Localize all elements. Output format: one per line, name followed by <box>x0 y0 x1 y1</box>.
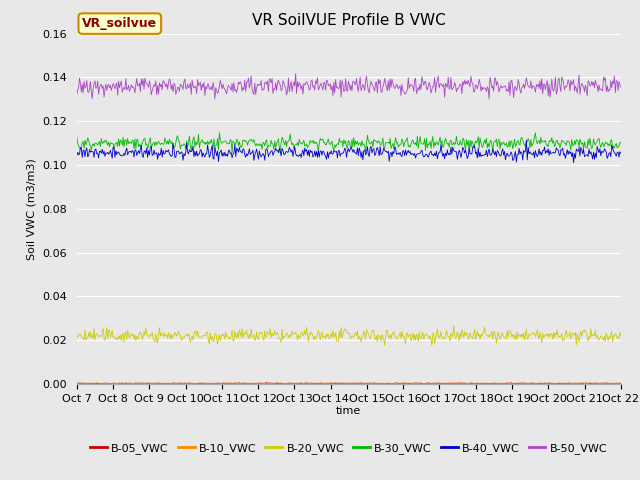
B-40_VWC <box>394 151 401 156</box>
B-20_VWC <box>428 343 436 348</box>
Line: B-05_VWC: B-05_VWC <box>77 383 621 384</box>
B-10_VWC <box>213 381 221 386</box>
B-40_VWC <box>570 160 577 166</box>
B-40_VWC <box>73 153 81 158</box>
B-05_VWC <box>617 380 625 386</box>
B-50_VWC <box>617 84 625 90</box>
B-20_VWC <box>319 335 327 341</box>
B-05_VWC <box>73 380 81 386</box>
X-axis label: time: time <box>336 407 362 417</box>
B-50_VWC <box>485 96 493 102</box>
Line: B-40_VWC: B-40_VWC <box>77 140 621 163</box>
B-05_VWC <box>213 380 221 386</box>
B-10_VWC <box>320 381 328 386</box>
B-40_VWC <box>213 153 221 159</box>
B-40_VWC <box>483 147 490 153</box>
B-50_VWC <box>292 71 300 76</box>
B-50_VWC <box>169 89 177 95</box>
B-10_VWC <box>214 380 221 385</box>
B-20_VWC <box>394 336 401 341</box>
B-30_VWC <box>169 145 177 151</box>
B-40_VWC <box>617 151 625 156</box>
B-10_VWC <box>483 380 491 386</box>
B-30_VWC <box>396 142 403 148</box>
B-10_VWC <box>437 380 445 386</box>
B-05_VWC <box>484 380 492 386</box>
B-30_VWC <box>321 140 328 145</box>
B-30_VWC <box>438 138 445 144</box>
B-40_VWC <box>522 137 530 143</box>
Title: VR SoilVUE Profile B VWC: VR SoilVUE Profile B VWC <box>252 13 445 28</box>
B-50_VWC <box>320 79 328 85</box>
B-10_VWC <box>617 380 625 386</box>
B-50_VWC <box>483 84 491 90</box>
Legend: B-05_VWC, B-10_VWC, B-20_VWC, B-30_VWC, B-40_VWC, B-50_VWC: B-05_VWC, B-10_VWC, B-20_VWC, B-30_VWC, … <box>86 439 612 458</box>
B-50_VWC <box>437 81 445 86</box>
B-30_VWC <box>276 150 284 156</box>
B-30_VWC <box>213 142 221 148</box>
B-20_VWC <box>213 335 221 341</box>
B-40_VWC <box>436 149 444 155</box>
B-20_VWC <box>484 334 492 340</box>
B-20_VWC <box>450 323 458 328</box>
B-40_VWC <box>169 140 177 146</box>
B-05_VWC <box>321 381 328 386</box>
B-05_VWC <box>311 381 319 387</box>
B-05_VWC <box>169 380 177 386</box>
Y-axis label: Soil VWC (m3/m3): Soil VWC (m3/m3) <box>27 158 36 260</box>
Line: B-50_VWC: B-50_VWC <box>77 73 621 99</box>
B-10_VWC <box>73 380 81 386</box>
B-05_VWC <box>396 381 403 386</box>
B-05_VWC <box>438 381 445 386</box>
B-10_VWC <box>169 381 177 386</box>
B-50_VWC <box>213 88 221 94</box>
B-20_VWC <box>73 333 81 338</box>
B-10_VWC <box>528 381 536 387</box>
B-30_VWC <box>216 130 223 136</box>
B-30_VWC <box>617 140 625 146</box>
B-50_VWC <box>394 86 402 92</box>
B-10_VWC <box>394 381 402 386</box>
B-05_VWC <box>263 380 271 385</box>
B-30_VWC <box>73 134 81 140</box>
B-40_VWC <box>319 148 327 154</box>
B-20_VWC <box>617 333 625 338</box>
B-50_VWC <box>73 92 81 97</box>
Line: B-30_VWC: B-30_VWC <box>77 133 621 153</box>
Line: B-20_VWC: B-20_VWC <box>77 325 621 346</box>
Text: VR_soilvue: VR_soilvue <box>82 17 157 30</box>
B-20_VWC <box>437 328 445 334</box>
B-30_VWC <box>484 140 492 146</box>
Line: B-10_VWC: B-10_VWC <box>77 383 621 384</box>
B-20_VWC <box>169 333 177 338</box>
